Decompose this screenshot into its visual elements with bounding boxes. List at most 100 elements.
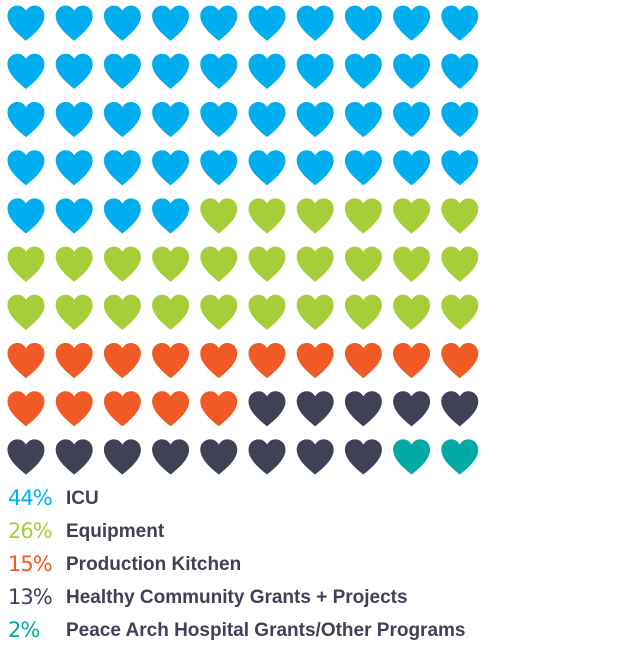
heart-icon-equipment [441,246,479,282]
heart-icon [7,150,45,186]
heart-icon-healthy-community [152,439,190,475]
heart-icon [152,102,190,138]
heart-icon [248,439,286,475]
heart-icon-icu [152,102,190,138]
heart-icon [200,198,238,234]
heart-icon-equipment [296,198,334,234]
heart-icon [441,150,479,186]
heart-icon [441,198,479,234]
heart-icon [55,439,93,475]
heart-icon-icu [296,5,334,41]
legend-item-healthy-community: 13% Healthy Community Grants + Projects [8,583,608,612]
heart-icon-healthy-community [7,439,45,475]
heart-icon-equipment [7,246,45,282]
heart-icon [344,294,382,330]
heart-icon-production-kitchen [344,343,382,379]
heart-icon [248,391,286,427]
heart-waffle-chart [7,5,479,475]
legend-label-production-kitchen: Production Kitchen [66,554,242,575]
legend-item-production-kitchen: 15% Production Kitchen [8,550,608,579]
heart-icon-icu [393,5,431,41]
heart-icon [248,150,286,186]
legend-label-healthy-community: Healthy Community Grants + Projects [66,587,408,608]
heart-icon-icu [248,53,286,89]
heart-icon-icu [152,198,190,234]
heart-icon-icu [344,150,382,186]
heart-icon-equipment [393,246,431,282]
heart-icon-equipment [103,246,141,282]
heart-icon-equipment [248,246,286,282]
heart-icon [103,53,141,89]
heart-icon [7,102,45,138]
heart-icon-equipment [55,294,93,330]
heart-icon-peace-arch [393,439,431,475]
heart-icon [248,53,286,89]
heart-icon [7,439,45,475]
heart-icon [200,102,238,138]
heart-icon [248,246,286,282]
heart-icon [248,102,286,138]
heart-icon-icu [103,102,141,138]
heart-icon-production-kitchen [103,391,141,427]
heart-icon-equipment [393,294,431,330]
heart-icon [393,343,431,379]
heart-icon-equipment [344,198,382,234]
heart-icon-equipment [296,246,334,282]
heart-icon-equipment [200,294,238,330]
heart-icon [393,150,431,186]
heart-icon-icu [103,53,141,89]
heart-icon [7,343,45,379]
heart-icon [393,246,431,282]
heart-icon [55,246,93,282]
heart-icon-icu [344,5,382,41]
heart-icon [296,343,334,379]
heart-icon-icu [103,5,141,41]
heart-icon [248,343,286,379]
heart-icon-icu [441,5,479,41]
heart-icon-icu [152,5,190,41]
heart-icon [393,294,431,330]
heart-icon-production-kitchen [248,343,286,379]
heart-icon [296,198,334,234]
legend-label-equipment: Equipment [66,521,165,542]
heart-icon [103,198,141,234]
heart-icon-healthy-community [393,391,431,427]
heart-icon [103,294,141,330]
heart-icon-icu [344,102,382,138]
heart-icon-icu [296,150,334,186]
heart-icon [393,53,431,89]
heart-icon-icu [55,53,93,89]
heart-icon-peace-arch [441,439,479,475]
heart-icon-equipment [7,294,45,330]
heart-icon [152,246,190,282]
legend-percent-healthy-community: 13% [8,585,53,609]
heart-icon [200,53,238,89]
legend-label-icu: ICU [66,488,99,509]
heart-icon [55,53,93,89]
heart-icon [344,53,382,89]
heart-icon-healthy-community [200,439,238,475]
heart-icon-icu [152,150,190,186]
heart-icon [7,294,45,330]
heart-icon [103,102,141,138]
heart-icon [200,343,238,379]
heart-icon-icu [441,150,479,186]
heart-icon [344,391,382,427]
heart-icon-icu [296,102,334,138]
heart-icon [296,53,334,89]
heart-icon-healthy-community [248,391,286,427]
heart-icon-production-kitchen [7,343,45,379]
heart-icon-healthy-community [344,439,382,475]
heart-icon-icu [55,5,93,41]
heart-icon-production-kitchen [152,343,190,379]
heart-icon-production-kitchen [393,343,431,379]
heart-icon [200,439,238,475]
legend-percent-production-kitchen: 15% [8,552,53,576]
heart-icon [55,198,93,234]
legend-percent-equipment: 26% [8,519,53,543]
heart-icon-production-kitchen [200,391,238,427]
heart-icon-icu [103,150,141,186]
heart-icon-equipment [441,198,479,234]
heart-icon-equipment [344,246,382,282]
heart-icon-icu [441,53,479,89]
